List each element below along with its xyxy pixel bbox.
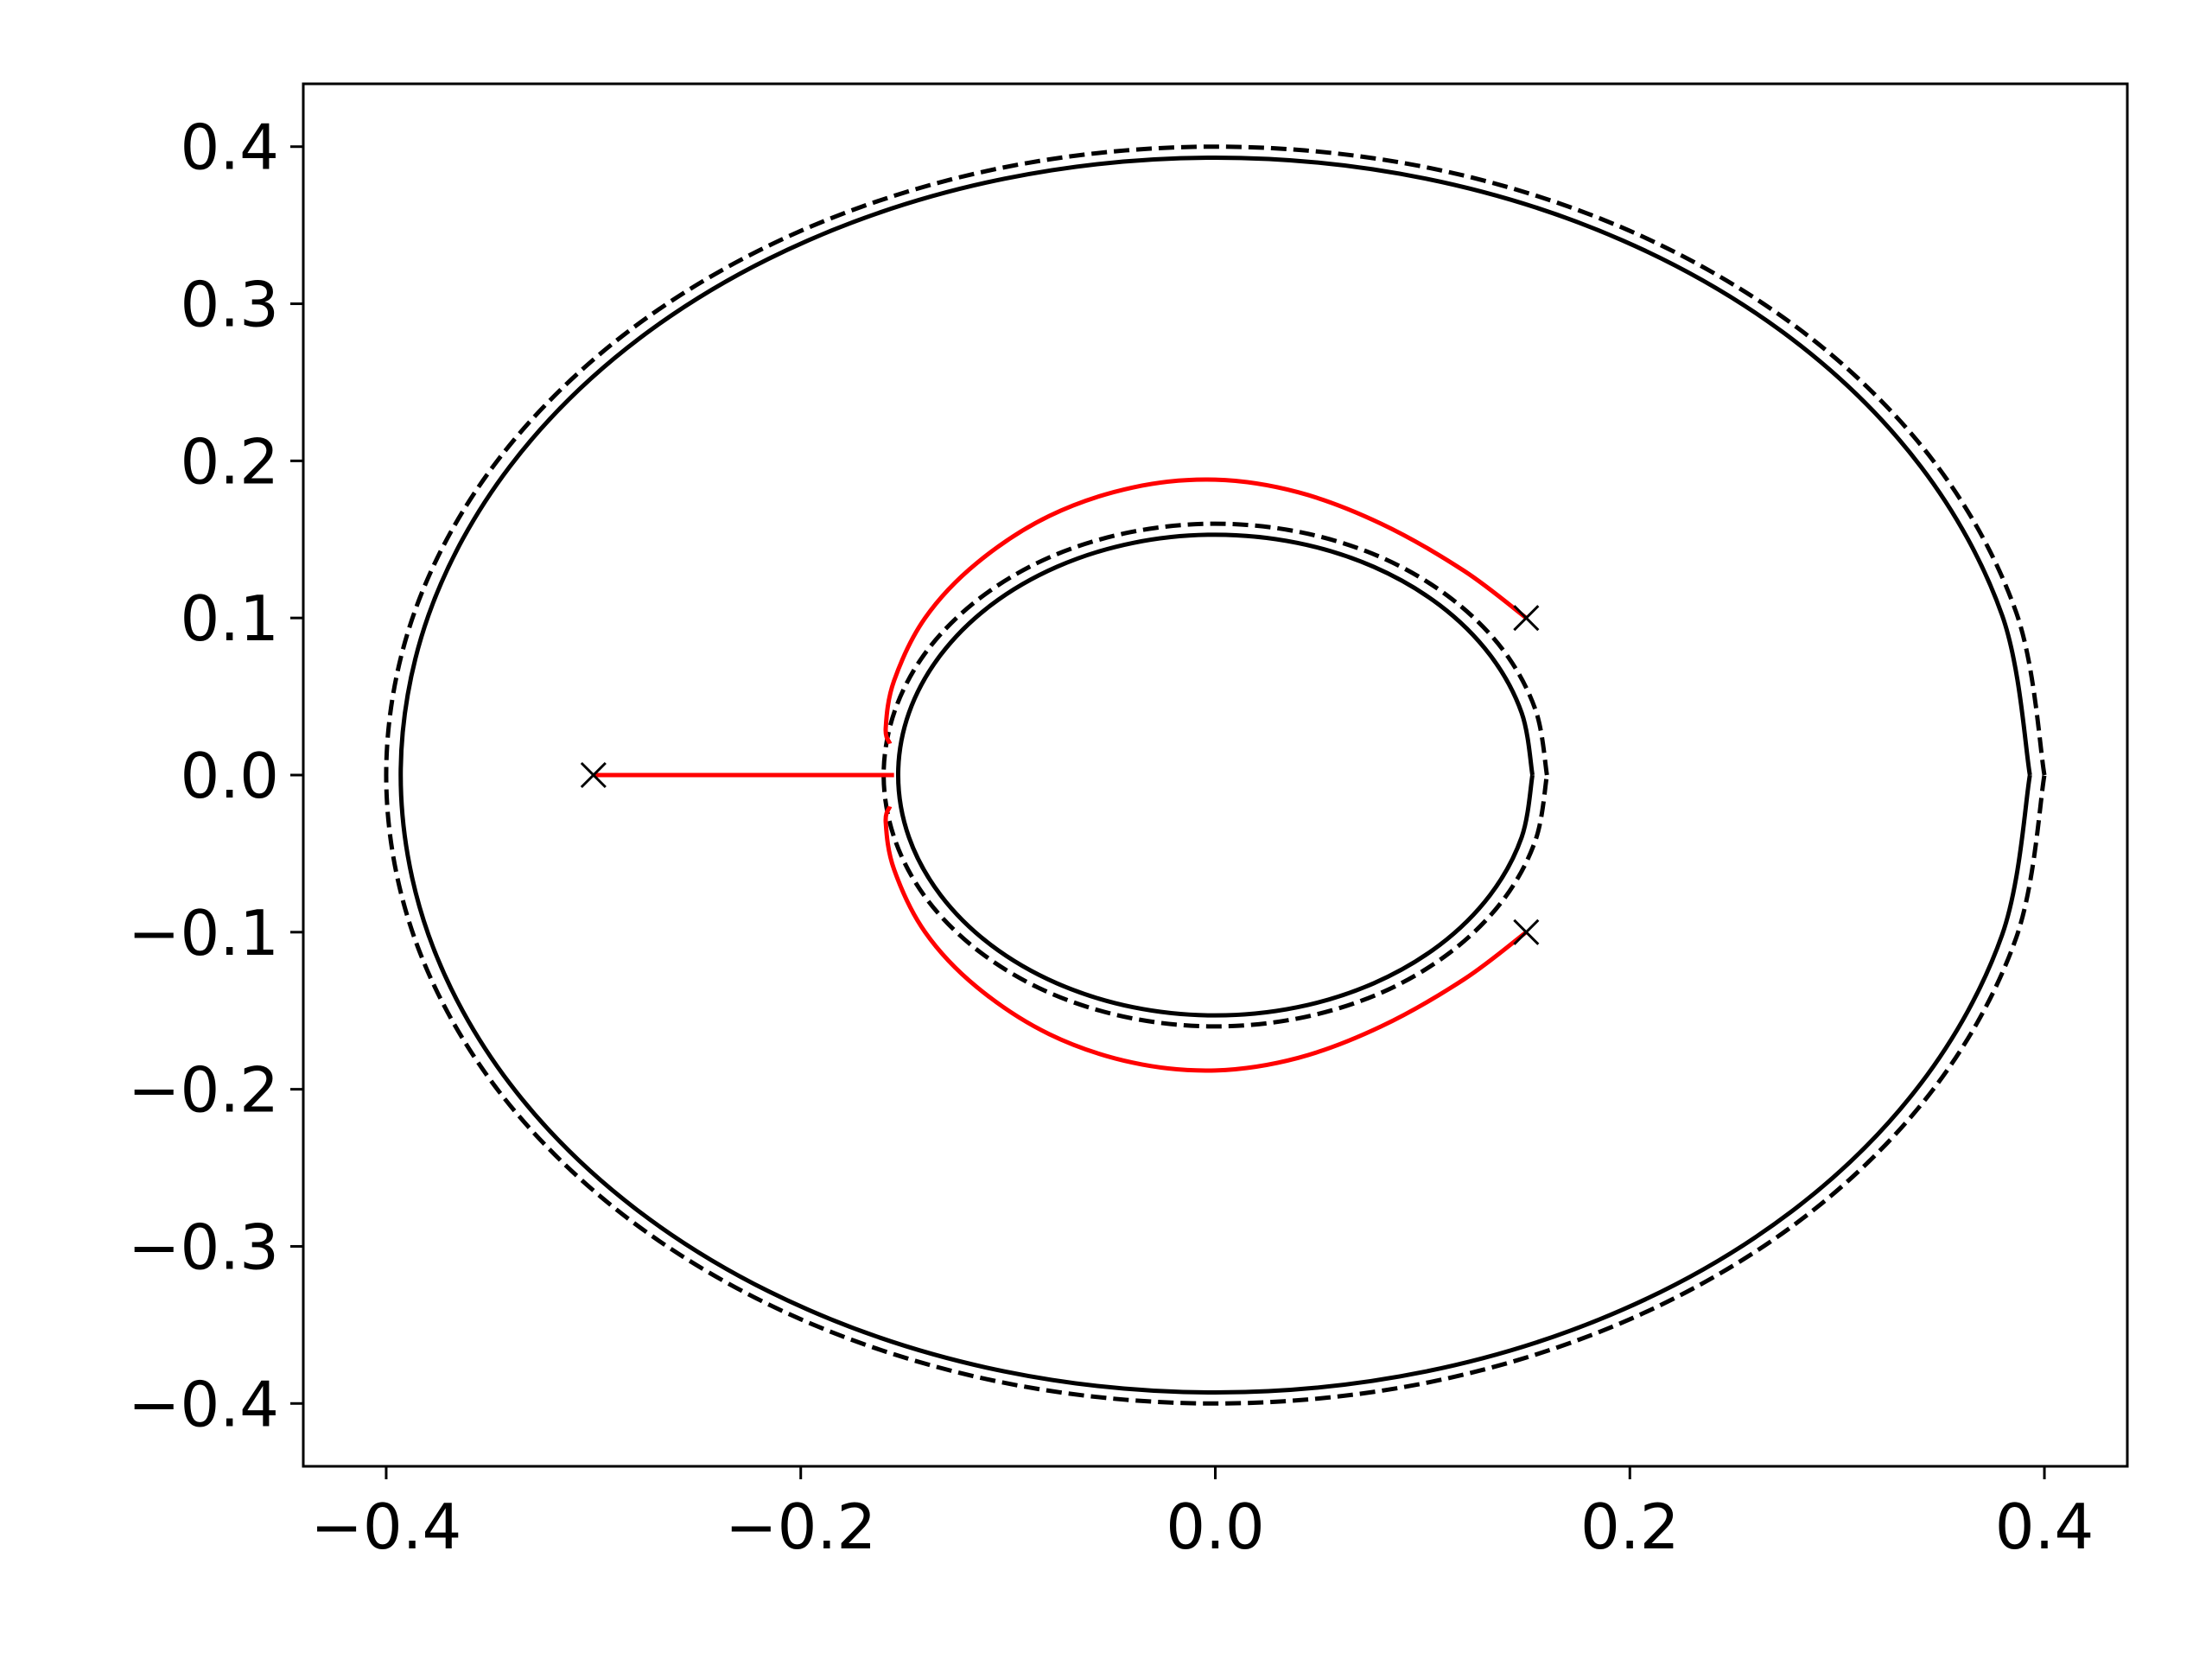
plot-area: [384, 144, 2047, 1406]
y-tick-label: 0.2: [180, 425, 279, 498]
x-tick-label: 0.2: [1580, 1491, 1680, 1563]
x-tick-label: 0.0: [1166, 1491, 1265, 1563]
marker-x: [1513, 918, 1540, 945]
curve: [881, 521, 1549, 1029]
x-tick-label: 0.4: [1995, 1491, 2094, 1563]
curve: [398, 155, 2032, 1395]
y-tick-label: 0.4: [180, 111, 279, 184]
curve: [384, 144, 2047, 1406]
x-tick-label: −0.4: [311, 1491, 462, 1563]
y-tick-label: 0.1: [180, 582, 279, 655]
y-tick-label: 0.3: [180, 269, 279, 341]
curve: [895, 532, 1535, 1018]
y-tick-label: −0.2: [128, 1054, 279, 1127]
marker-x: [1513, 605, 1540, 632]
curve: [883, 477, 1528, 745]
marker-x: [580, 761, 607, 789]
curve: [883, 805, 1528, 1073]
y-tick-label: 0.0: [180, 740, 279, 812]
y-tick-label: −0.1: [128, 897, 279, 969]
y-tick-label: −0.3: [128, 1211, 279, 1283]
y-tick-label: −0.4: [128, 1368, 279, 1440]
x-tick-label: −0.2: [725, 1491, 876, 1563]
